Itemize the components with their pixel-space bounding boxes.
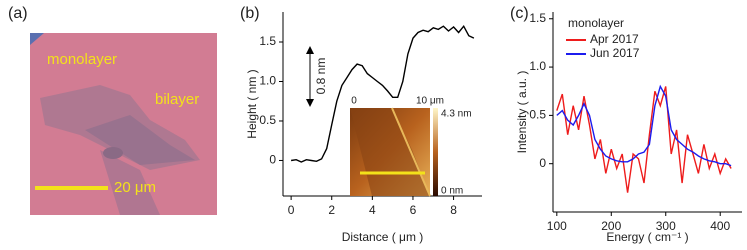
- y-tick-label: 0.5: [259, 113, 276, 127]
- panel-label: (c): [510, 5, 529, 22]
- arrow-head: [306, 99, 314, 107]
- inset-label: 4.3 nm: [441, 109, 472, 120]
- y-tick-label: 1.0: [259, 74, 276, 88]
- y-tick-label: 0.5: [529, 108, 546, 122]
- y-tick-label: 0: [269, 153, 276, 167]
- plots: (b) 0 0.5 1.0 1.5 0 2 4 6 8 Distance ( μm ) Height …: [240, 5, 742, 244]
- y-tick-label: 0: [539, 156, 546, 170]
- x-tick-label: 100: [547, 219, 567, 233]
- y-tick-label: 1.5: [529, 11, 546, 25]
- y-tick-label: 1.5: [259, 34, 276, 48]
- x-axis-label: Energy ( cm⁻¹ ): [606, 230, 688, 244]
- legend-label: Apr 2017: [590, 32, 639, 46]
- x-tick-label: 2: [328, 203, 335, 217]
- data-line: [290, 24, 475, 163]
- data-line: [556, 84, 732, 167]
- x-tick-label: 8: [450, 203, 457, 217]
- y-axis-label: Height ( nm ): [245, 69, 259, 138]
- legend-title: monolayer: [568, 16, 624, 30]
- optical-image: [30, 33, 217, 215]
- height-annotation: 0.8 nm: [314, 58, 328, 95]
- inset-label: 0 nm: [441, 186, 463, 197]
- x-tick-label: 4: [369, 203, 376, 217]
- afm-inset: [350, 107, 438, 197]
- scale-bar-label: 20 μm: [114, 179, 156, 196]
- panel-label: (a): [8, 5, 28, 22]
- arrow-head: [306, 46, 314, 54]
- legend-label: Jun 2017: [590, 46, 640, 60]
- x-tick-label: 300: [656, 219, 676, 233]
- x-tick-label: 200: [601, 219, 621, 233]
- panel-label: (b): [240, 5, 260, 22]
- inset-label: 0: [351, 96, 357, 107]
- x-tick-label: 0: [288, 203, 295, 217]
- inset-label: 10 μm: [416, 96, 444, 107]
- data-line: [556, 86, 732, 193]
- region-label: bilayer: [155, 91, 199, 108]
- x-axis-label: Distance ( μm ): [342, 230, 424, 244]
- y-axis-label: Intensity ( a.u. ): [515, 71, 529, 154]
- y-tick-label: 1.0: [529, 59, 546, 73]
- x-tick-label: 6: [410, 203, 417, 217]
- region-label: monolayer: [47, 51, 117, 68]
- x-tick-label: 400: [710, 219, 730, 233]
